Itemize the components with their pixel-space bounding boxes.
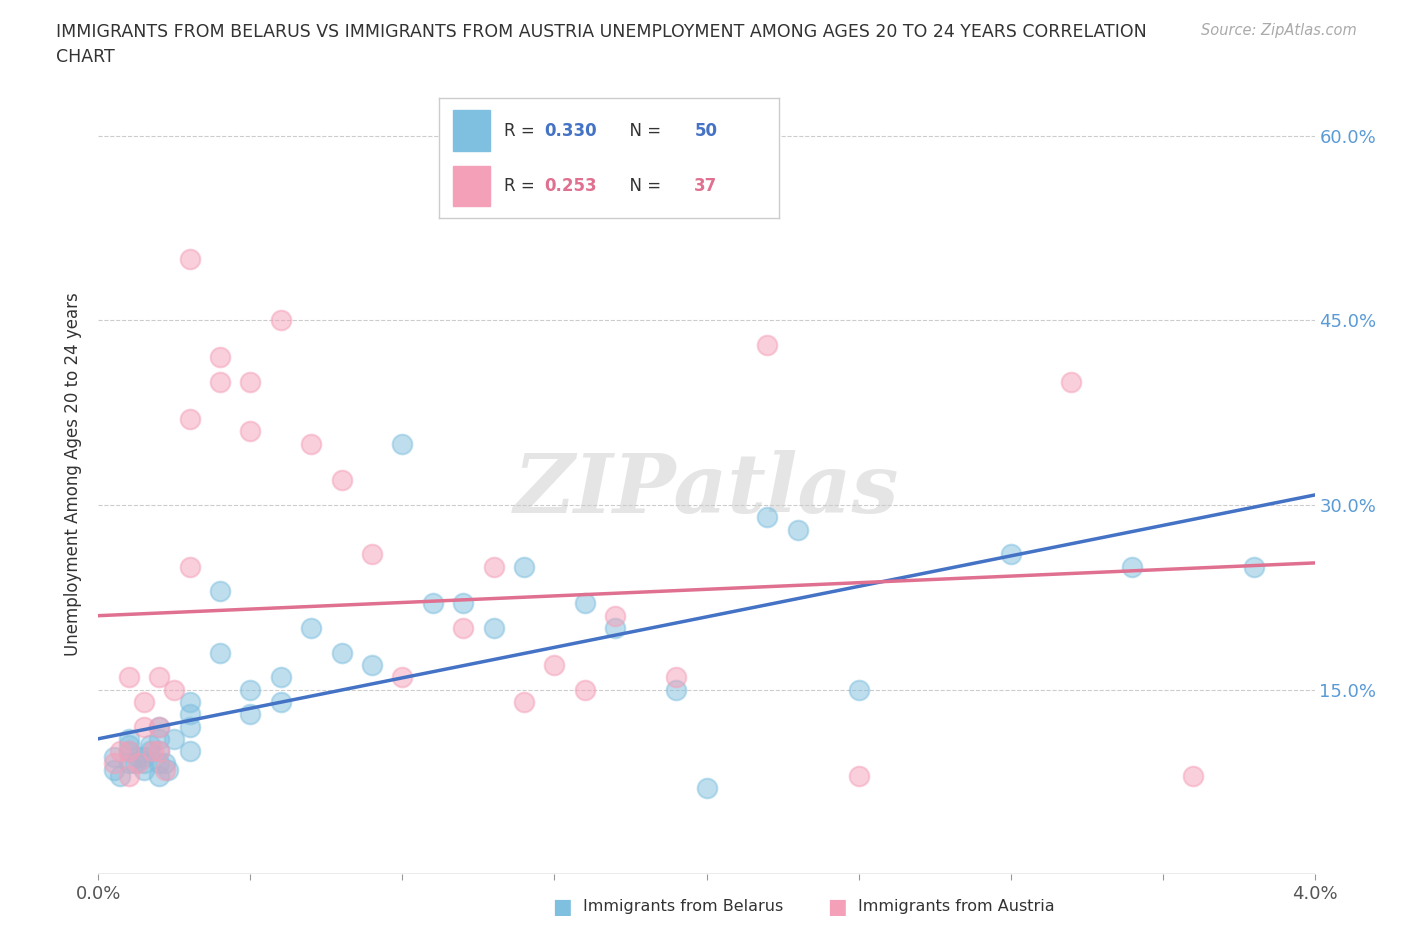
Point (665, 670, 688, 684)
Text: ■: ■ (553, 897, 572, 917)
Point (422, 596, 444, 611)
Point (696, 780, 718, 795)
Point (453, 596, 475, 611)
Text: Immigrants from Austria: Immigrants from Austria (858, 899, 1054, 914)
Point (209, 645, 232, 660)
Point (482, 559, 505, 574)
Point (848, 768, 870, 783)
Point (391, 670, 413, 684)
Point (127, 756, 149, 771)
Point (209, 375, 232, 390)
Point (118, 744, 141, 759)
Point (155, 756, 177, 771)
Point (1243, 559, 1265, 574)
Point (239, 424, 262, 439)
Point (361, 658, 384, 672)
Y-axis label: Unemployment Among Ages 20 to 24 years: Unemployment Among Ages 20 to 24 years (65, 292, 83, 657)
Point (270, 670, 292, 684)
Point (756, 510, 779, 525)
Point (103, 756, 125, 771)
Point (118, 756, 141, 771)
Point (330, 473, 353, 488)
Point (1060, 375, 1083, 390)
Point (155, 763, 177, 777)
Point (513, 559, 536, 574)
Point (179, 695, 201, 710)
Point (179, 411, 201, 426)
Point (270, 313, 292, 328)
Point (513, 695, 536, 710)
Point (118, 737, 141, 752)
Point (574, 596, 596, 611)
Point (103, 750, 125, 764)
Point (148, 744, 170, 759)
Text: IMMIGRANTS FROM BELARUS VS IMMIGRANTS FROM AUSTRIA UNEMPLOYMENT AMONG AGES 20 TO: IMMIGRANTS FROM BELARUS VS IMMIGRANTS FR… (56, 23, 1147, 41)
Point (239, 375, 262, 390)
Point (142, 744, 165, 759)
Text: Immigrants from Belarus: Immigrants from Belarus (583, 899, 783, 914)
Point (132, 756, 155, 771)
Point (1121, 559, 1143, 574)
Point (605, 608, 627, 623)
Point (108, 744, 131, 759)
Point (163, 683, 186, 698)
Point (179, 559, 201, 574)
Point (179, 719, 201, 734)
Point (118, 744, 141, 759)
Text: CHART: CHART (56, 48, 115, 66)
Point (148, 744, 170, 759)
Text: ZIPatlas: ZIPatlas (513, 450, 900, 530)
Point (148, 731, 170, 746)
Point (108, 768, 131, 783)
Point (299, 436, 322, 451)
Point (756, 338, 779, 352)
Point (361, 547, 384, 562)
Point (574, 683, 596, 698)
Point (148, 756, 170, 771)
Point (132, 695, 155, 710)
Point (163, 731, 186, 746)
Point (848, 683, 870, 698)
Point (786, 523, 808, 538)
Point (391, 436, 413, 451)
Point (132, 763, 155, 777)
Text: ■: ■ (827, 897, 846, 917)
Point (1181, 768, 1204, 783)
Point (132, 750, 155, 764)
Point (1000, 547, 1022, 562)
Point (118, 768, 141, 783)
Point (209, 350, 232, 365)
Point (330, 645, 353, 660)
Point (148, 719, 170, 734)
Point (179, 707, 201, 722)
Point (127, 750, 149, 764)
Point (239, 707, 262, 722)
Text: Source: ZipAtlas.com: Source: ZipAtlas.com (1201, 23, 1357, 38)
Point (139, 737, 162, 752)
Point (179, 744, 201, 759)
Point (209, 584, 232, 599)
Point (179, 251, 201, 266)
Point (665, 683, 688, 698)
Point (270, 695, 292, 710)
Point (148, 670, 170, 684)
Point (482, 620, 505, 635)
Point (148, 768, 170, 783)
Point (118, 731, 141, 746)
Point (103, 763, 125, 777)
Point (157, 763, 180, 777)
Point (118, 670, 141, 684)
Point (148, 719, 170, 734)
Point (453, 620, 475, 635)
Point (605, 620, 627, 635)
Point (139, 744, 162, 759)
Point (132, 719, 155, 734)
Point (299, 620, 322, 635)
Point (239, 683, 262, 698)
Point (124, 756, 146, 771)
Point (543, 658, 565, 672)
